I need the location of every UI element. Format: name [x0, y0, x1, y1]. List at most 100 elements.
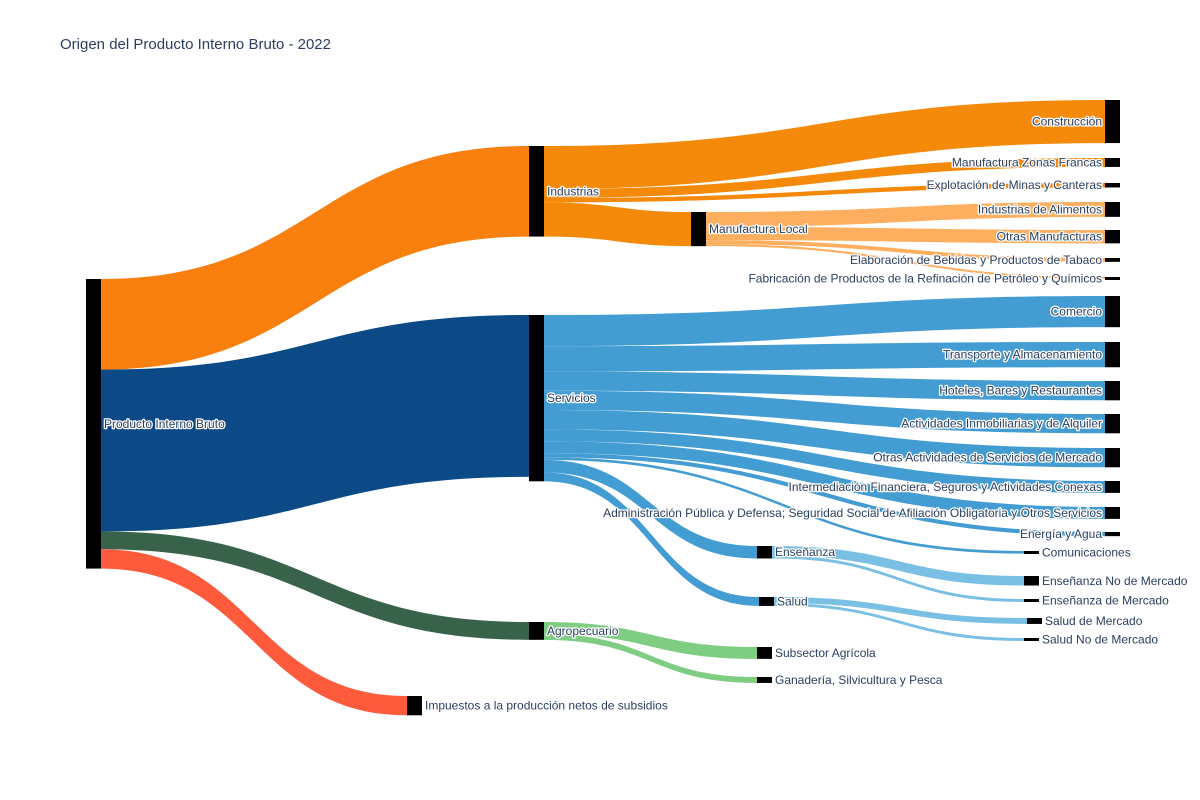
sankey-node-agropecuario — [529, 622, 544, 640]
sankey-link-servicios-hoteles — [544, 371, 1105, 401]
sankey-node-label-servicios: Servicios — [547, 391, 596, 405]
sankey-link-salud-salud_merc — [774, 597, 1027, 624]
sankey-node-label-impuestos: Impuestos a la producción netos de subsi… — [425, 699, 668, 713]
sankey-node-label-halo: Enseñanza No de Mercado — [1042, 574, 1188, 588]
sankey-node-label-hoteles: Hoteles, Bares y Restaurantes — [939, 384, 1102, 398]
sankey-node-label-petroleo: Fabricación de Productos de la Refinació… — [748, 272, 1102, 286]
sankey-link-servicios-comunicaciones — [544, 457, 1024, 554]
sankey-node-label-ens_merc: Enseñanza de Mercado — [1042, 594, 1169, 608]
nodes-layer — [86, 100, 1120, 716]
sankey-link-servicios-salud — [544, 472, 759, 606]
links-layer — [101, 100, 1105, 716]
sankey-node-label-halo: Salud de Mercado — [1045, 614, 1143, 628]
sankey-node-label-halo: Construcción — [1032, 115, 1102, 129]
sankey-node-label-halo: Explotación de Minas y Canteras — [927, 178, 1102, 192]
sankey-node-label-mzf: Manufactura Zonas Francas — [952, 155, 1102, 169]
sankey-node-label-halo: Industrias — [547, 184, 599, 198]
sankey-node-label-otras_manuf: Otras Manufacturas — [997, 230, 1102, 244]
sankey-node-label-halo: Administración Pública y Defensa; Seguri… — [603, 506, 1102, 520]
sankey-node-salud_no_merc — [1024, 638, 1039, 641]
sankey-node-label-halo: Ganadería, Silvicultura y Pesca — [775, 673, 943, 687]
sankey-node-label-ensenanza: Enseñanza — [775, 545, 835, 559]
sankey-node-comunicaciones — [1024, 551, 1039, 554]
sankey-node-label-halo: Energía y Agua — [1020, 527, 1102, 541]
sankey-node-label-minas: Explotación de Minas y Canteras — [927, 178, 1102, 192]
sankey-node-label-financiera: Intermediación Financiera, Seguros y Act… — [789, 480, 1103, 494]
sankey-node-label-halo: Impuestos a la producción netos de subsi… — [425, 699, 668, 713]
sankey-node-label-halo: Intermediación Financiera, Seguros y Act… — [789, 480, 1103, 494]
sankey-node-label-halo: Subsector Agrícola — [775, 646, 876, 660]
sankey-link-ensenanza-ens_merc — [772, 555, 1024, 602]
sankey-node-ensenanza — [757, 546, 772, 559]
sankey-node-energia — [1105, 532, 1120, 537]
sankey-node-label-halo: Enseñanza — [775, 545, 835, 559]
sankey-link-salud-salud_no_merc — [774, 602, 1024, 641]
chart-title: Origen del Producto Interno Bruto - 2022 — [60, 36, 331, 53]
sankey-link-servicios-inmobiliarias — [544, 390, 1105, 434]
sankey-link-manuf_local-otras_manuf — [706, 226, 1105, 244]
sankey-link-pib-servicios — [101, 315, 529, 532]
sankey-node-label-salud: Salud — [777, 594, 808, 608]
sankey-node-salud — [759, 597, 774, 606]
sankey-node-industrias — [529, 146, 544, 237]
sankey-node-label-halo: Agropecuario — [547, 624, 619, 638]
sankey-node-label-admin: Administración Pública y Defensa; Seguri… — [603, 506, 1102, 520]
sankey-link-servicios-ensenanza — [544, 459, 757, 559]
sankey-link-industrias-manuf_local — [544, 202, 691, 247]
sankey-node-label-halo: Transporte y Almacenamiento — [943, 348, 1102, 362]
sankey-node-label-comunicaciones: Comunicaciones — [1042, 546, 1131, 560]
sankey-node-label-halo: Otras Actividades de Servicios de Mercad… — [873, 451, 1102, 465]
sankey-node-transporte — [1105, 342, 1120, 368]
sankey-link-pib-impuestos — [101, 549, 407, 716]
sankey-node-label-ens_no_merc: Enseñanza No de Mercado — [1042, 574, 1188, 588]
sankey-node-manuf_local — [691, 212, 706, 247]
sankey-node-label-agropecuario: Agropecuario — [547, 624, 619, 638]
sankey-node-subsector_agricola — [757, 647, 772, 659]
sankey-link-pib-agropecuario — [101, 531, 529, 640]
sankey-node-label-industrias: Industrias — [547, 184, 599, 198]
sankey-node-inmobiliarias — [1105, 414, 1120, 434]
sankey-node-minas — [1105, 183, 1120, 188]
sankey-node-label-halo: Elaboración de Bebidas y Productos de Ta… — [850, 253, 1102, 267]
sankey-node-label-alimentos: Industrias de Alimentos — [978, 202, 1102, 216]
sankey-link-ensenanza-ens_no_merc — [772, 546, 1024, 586]
sankey-node-label-halo: Servicios — [547, 391, 596, 405]
sankey-node-label-halo: Manufactura Zonas Francas — [952, 155, 1102, 169]
sankey-node-impuestos — [407, 696, 422, 716]
sankey-node-alimentos — [1105, 202, 1120, 217]
sankey-link-manuf_local-petroleo — [706, 244, 1105, 280]
sankey-link-agropecuario-ganaderia — [544, 633, 757, 683]
sankey-node-label-halo: Comercio — [1051, 305, 1103, 319]
sankey-link-servicios-admin — [544, 441, 1105, 519]
sankey-node-comercio — [1105, 296, 1120, 328]
sankey-node-label-halo: Manufactura Local — [709, 222, 808, 236]
sankey-node-label-halo: Fabricación de Productos de la Refinació… — [748, 272, 1102, 286]
sankey-node-label-halo: Otras Manufacturas — [997, 230, 1102, 244]
sankey-node-construccion — [1105, 100, 1120, 144]
sankey-node-label-salud_no_merc: Salud No de Mercado — [1042, 633, 1158, 647]
sankey-node-hoteles — [1105, 381, 1120, 401]
sankey-node-admin — [1105, 507, 1120, 519]
sankey-node-label-inmobiliarias: Actividades Inmobiliarias y de Alquiler — [901, 417, 1102, 431]
sankey-node-label-halo: Hoteles, Bares y Restaurantes — [939, 384, 1102, 398]
sankey-node-label-energia: Energía y Agua — [1020, 527, 1102, 541]
sankey-node-petroleo — [1105, 277, 1120, 280]
sankey-link-industrias-construccion — [544, 100, 1105, 190]
sankey-node-ens_merc — [1024, 599, 1039, 602]
sankey-node-label-pib: Producto Interno Bruto — [104, 417, 225, 431]
sankey-node-label-manuf_local: Manufactura Local — [709, 222, 808, 236]
sankey-node-label-halo: Producto Interno Bruto — [104, 417, 225, 431]
sankey-node-servicios — [529, 315, 544, 482]
sankey-link-industrias-minas — [544, 183, 1105, 203]
sankey-node-label-halo: Enseñanza de Mercado — [1042, 594, 1169, 608]
sankey-node-label-bebidas: Elaboración de Bebidas y Productos de Ta… — [850, 253, 1102, 267]
sankey-node-label-subsector_agricola: Subsector Agrícola — [775, 646, 876, 660]
sankey-node-label-otras_serv: Otras Actividades de Servicios de Mercad… — [873, 451, 1102, 465]
sankey-node-otras_serv — [1105, 448, 1120, 468]
sankey-node-label-ganaderia: Ganadería, Silvicultura y Pesca — [775, 673, 943, 687]
sankey-node-ens_no_merc — [1024, 576, 1039, 586]
sankey-link-servicios-energia — [544, 453, 1105, 537]
sankey-link-servicios-otras_serv — [544, 410, 1105, 468]
